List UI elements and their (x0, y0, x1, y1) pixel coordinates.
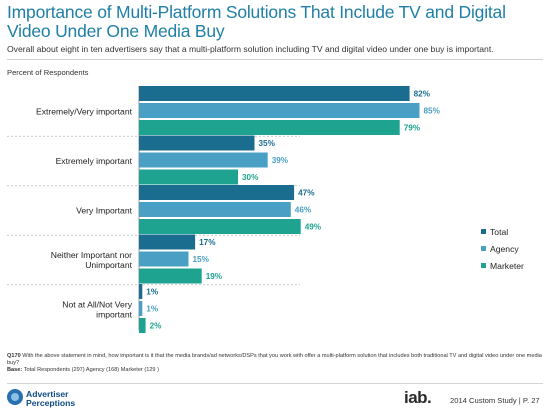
category-label-line: Not at All/Not Very (62, 300, 132, 310)
bar-agency (139, 301, 143, 316)
category-label: Neither Important nor Unimportant (51, 250, 133, 270)
data-label-marketer: 49% (305, 223, 322, 232)
page-title: Importance of Multi-Platform Solutions T… (7, 2, 506, 41)
category-label-line: Extremely/Very important (36, 107, 133, 117)
title-divider (7, 59, 543, 60)
legend-item-total: Total (481, 223, 524, 240)
legend-label-marketer: Marketer (490, 260, 524, 271)
data-label-marketer: 19% (206, 272, 223, 281)
study-page-label: 2014 Custom Study | P. 27 (450, 396, 540, 405)
footnote-base-text: Total Respondents (297) Agency (168) Mar… (23, 367, 159, 374)
footer-divider (7, 383, 543, 384)
data-label-total: 1% (146, 288, 159, 297)
bar-agency (139, 251, 189, 267)
legend-swatch-marketer (481, 263, 486, 268)
category-label-line: Neither Important nor (51, 250, 132, 260)
bar-total (139, 86, 410, 101)
footnote-base-label: Base: (7, 367, 23, 374)
category-label: Very Important (76, 206, 132, 216)
data-label-agency: 1% (146, 305, 159, 314)
data-label-total: 47% (298, 189, 315, 198)
bar-total (139, 135, 255, 151)
footnote-question: Q170 With the above statement in mind, h… (7, 353, 545, 367)
axis-title: Percent of Respondents (7, 68, 89, 77)
data-label-marketer: 2% (150, 322, 163, 331)
footnote: Q170 With the above statement in mind, h… (7, 353, 545, 375)
legend-swatch-total (481, 229, 486, 234)
footnote-base: Base: Total Respondents (297) Agency (16… (7, 367, 545, 374)
iab-logo: iab. (404, 388, 432, 407)
legend-item-marketer: Marketer (481, 257, 524, 274)
data-label-total: 17% (199, 238, 216, 247)
data-label-total: 82% (414, 90, 431, 99)
legend-swatch-agency (481, 246, 486, 251)
data-label-agency: 39% (272, 156, 289, 165)
category-label-line: Unimportant (85, 260, 132, 270)
bar-agency (139, 202, 291, 217)
category-label: Extremely/Very important (36, 107, 133, 117)
data-label-marketer: 30% (242, 173, 259, 182)
category-label: Not at All/Not Very important (62, 300, 132, 320)
bar-marketer (139, 169, 238, 185)
data-label-total: 35% (259, 139, 276, 148)
page-subtitle: Overall about eight in ten advertisers s… (7, 44, 494, 54)
bar-marketer (139, 120, 400, 135)
data-label-agency: 15% (193, 255, 210, 264)
logo-text-line1: Advertiser (26, 389, 69, 399)
category-label-line: important (96, 310, 132, 320)
bar-marketer (139, 268, 202, 284)
category-label: Extremely important (56, 156, 133, 166)
bar-chart: Extremely/Very important 82% 85%79% Extreme… (7, 86, 441, 333)
category-label-line: Very Important (76, 206, 132, 216)
data-label-marketer: 79% (404, 124, 421, 133)
advertiser-perceptions-logo: Advertiser Perceptions (7, 388, 87, 408)
bar-agency (139, 152, 268, 168)
data-label-agency: 85% (424, 107, 441, 116)
legend-item-agency: Agency (481, 240, 524, 257)
chart-legend: Total Agency Marketer (481, 223, 524, 274)
bar-total (139, 284, 143, 299)
bar-total (139, 234, 196, 250)
legend-label-agency: Agency (490, 243, 519, 254)
data-label-agency: 46% (295, 206, 312, 215)
category-label-line: Extremely important (56, 156, 133, 166)
bar-total (139, 185, 295, 200)
legend-label-total: Total (490, 226, 509, 237)
bar-marketer (139, 318, 146, 333)
bar-marketer (139, 219, 301, 234)
footnote-question-id: Q170 (7, 353, 21, 359)
logo-text-line2: Perceptions (26, 398, 76, 408)
advertiser-perceptions-logo-icon (7, 389, 23, 405)
footnote-question-text: With the above statement in mind, how im… (7, 353, 542, 367)
bar-agency (139, 103, 420, 118)
